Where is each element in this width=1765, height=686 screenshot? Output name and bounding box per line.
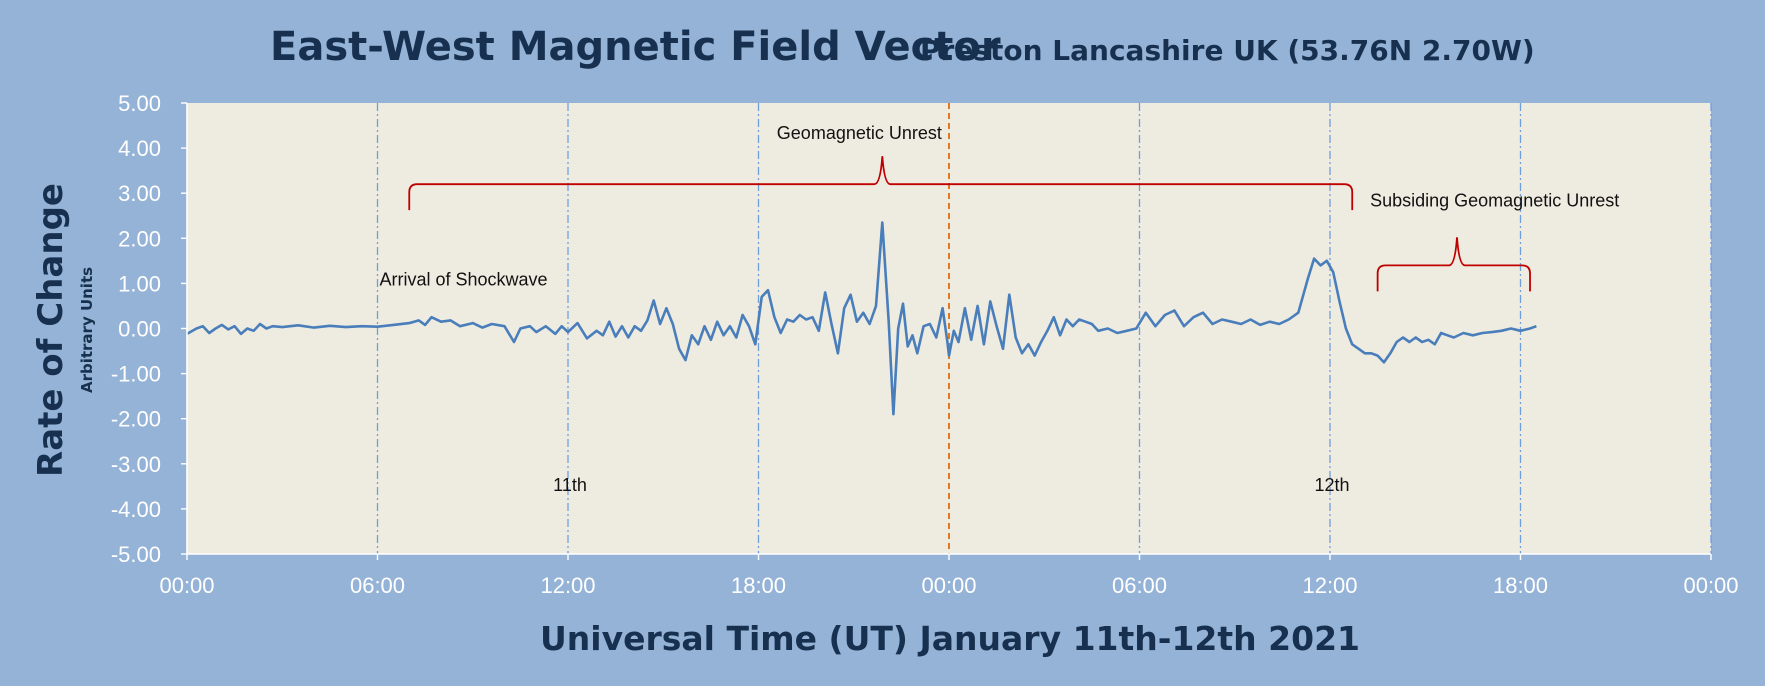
x-axis-label: Universal Time (UT) January 11th-12th 20… (540, 619, 1360, 658)
chart-title: East-West Magnetic Field Vector (270, 24, 1001, 70)
x-tick-label: 06:00 (350, 573, 405, 598)
x-tick-label: 18:00 (731, 573, 786, 598)
y-axis-label: Rate of Change (31, 183, 71, 477)
y-tick-label: -1.00 (111, 362, 161, 387)
y-tick-label: 0.00 (118, 317, 161, 342)
y-axis-sublabel: Arbitrary Units (78, 267, 96, 393)
x-tick-label: 00:00 (159, 573, 214, 598)
x-tick-label: 00:00 (921, 573, 976, 598)
x-tick-label: 06:00 (1112, 573, 1167, 598)
axis-layer: 00:00 06:00 12:00 18:00 00:00 06:00 12:00 18:00… (111, 91, 1739, 598)
series-layer (186, 221, 1537, 416)
bracket (408, 156, 1354, 211)
bracket (1376, 237, 1531, 292)
y-tick-label: -2.00 (111, 407, 161, 432)
annotation-layer: Geomagnetic Unrest Arrival of Shockwave Su… (380, 123, 1620, 495)
y-tick-label: 5.00 (118, 91, 161, 116)
annotation-label: Subsiding Geomagnetic Unrest (1370, 191, 1619, 211)
series-line (186, 221, 1537, 416)
y-tick-label: -5.00 (111, 542, 161, 567)
y-tick-label: -4.00 (111, 497, 161, 522)
annotation-label: 12th (1314, 475, 1349, 495)
annotation-label: 11th (553, 475, 587, 495)
y-tick-label: 3.00 (118, 181, 161, 206)
x-tick-label: 00:00 (1683, 573, 1738, 598)
x-tick-label: 18:00 (1493, 573, 1548, 598)
chart-subtitle: Preston Lancashire UK (53.76N 2.70W) (920, 34, 1535, 67)
x-tick-label: 12:00 (1302, 573, 1357, 598)
y-tick-label: 2.00 (118, 226, 161, 251)
annotation-label: Arrival of Shockwave (380, 270, 548, 290)
bracket-layer (408, 156, 1531, 292)
y-tick-label: 4.00 (118, 136, 161, 161)
annotation-label: Geomagnetic Unrest (777, 123, 942, 143)
y-tick-label: 1.00 (118, 271, 161, 296)
x-tick-label: 12:00 (540, 573, 595, 598)
y-tick-label: -3.00 (111, 452, 161, 477)
